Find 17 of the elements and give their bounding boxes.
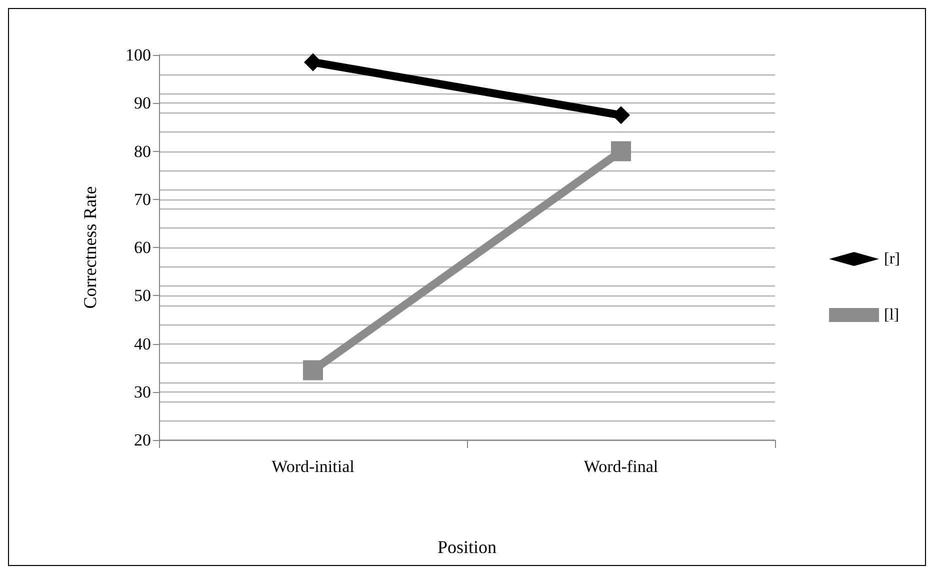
y-tick-label: 30 — [134, 382, 151, 402]
x-tick-label: Word-final — [584, 457, 658, 476]
y-tick-label: 70 — [134, 190, 151, 209]
y-axis-title: Correctness Rate — [80, 186, 100, 309]
y-tick-label: 80 — [134, 142, 151, 161]
y-tick-label: 60 — [134, 238, 151, 257]
y-tick-label: 50 — [134, 286, 151, 306]
legend-label: [r] — [884, 250, 900, 268]
x-axis-title: Position — [437, 537, 497, 557]
legend-label: [l] — [884, 306, 900, 324]
y-tick-label: 40 — [134, 334, 151, 354]
y-tick-label: 20 — [134, 430, 151, 450]
point — [611, 141, 631, 162]
y-tick-label: 90 — [134, 94, 151, 113]
point — [303, 360, 323, 380]
y-tick-label: 100 — [126, 46, 151, 64]
x-tick-label: Word-initial — [272, 457, 355, 476]
